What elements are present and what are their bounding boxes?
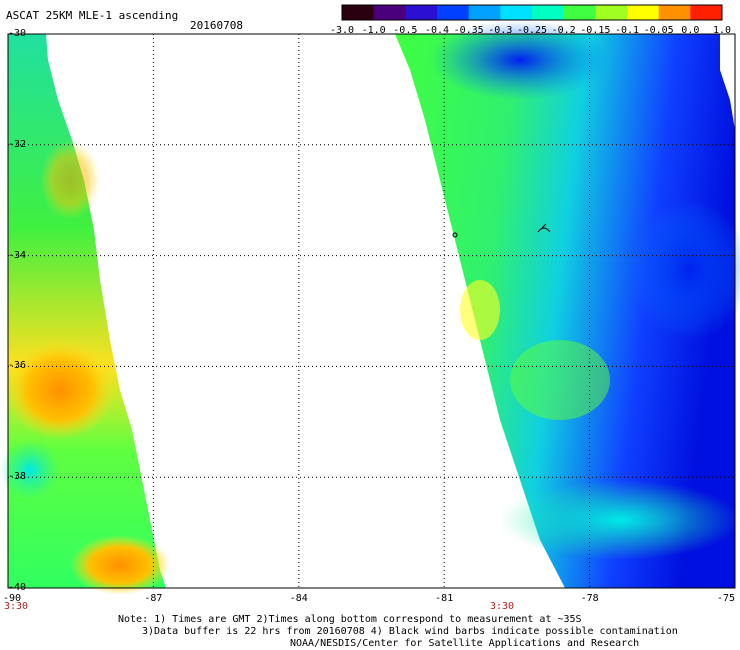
time-right: 3:30 [490,601,515,612]
time-left: 3:30 [4,601,29,612]
latitude-label: -36 [8,360,27,372]
map-title: ASCAT 25KM MLE-1 ascending [6,9,179,22]
colorbar-segment [468,5,501,20]
colorbar-segment [627,5,660,20]
latitude-label: -30 [8,28,27,39]
longitude-label: -84 [289,593,308,604]
wind-barb-marks [452,223,551,238]
latitude-label: -32 [8,138,27,150]
note-line-3: NOAA/NESDIS/Center for Satellite Applica… [290,638,640,649]
colorbar-label: -0.5 [393,25,418,36]
left-swath [0,34,170,595]
colorbar-label: 1.0 [712,25,732,36]
colorbar-label: -0.4 [424,25,450,36]
note-line-2: 3)Data buffer is 22 hrs from 20160708 4)… [142,626,678,637]
map-date: 20160708 [190,19,243,32]
latitude-label: -40 [8,582,27,593]
colorbar-label: -0.35 [453,25,484,36]
latitude-label: -38 [8,471,27,483]
colorbar-segment [595,5,628,20]
colorbar-label: -0.15 [580,25,611,36]
colorbar-segment [532,5,565,20]
right-swath [395,20,740,588]
longitude-label: -75 [716,593,736,604]
colorbar-label: -3.0 [329,25,355,36]
colorbar [341,4,723,21]
longitude-label: -90 [2,593,22,604]
colorbar-label: -0.1 [614,25,640,36]
colorbar-outline [341,4,723,21]
colorbar-segment [342,5,375,20]
colorbar-label: -0.05 [643,25,674,36]
colorbar-label: -1.0 [361,25,386,36]
colorbar-label: -0.3 [488,25,513,36]
colorbar-segment [500,5,533,20]
colorbar-segment [405,5,438,20]
longitude-label: -87 [144,593,163,604]
longitude-label: -81 [435,593,454,604]
colorbar-segment [437,5,470,20]
latitude-label: -34 [8,249,27,261]
note-line-1: Note: 1) Times are GMT 2)Times along bot… [118,614,582,625]
graticule [8,34,735,588]
colorbar-segment [563,5,596,20]
colorbar-label: 0.0 [681,25,700,36]
colorbar-segment [690,5,723,20]
colorbar-segment [658,5,691,20]
colorbar-label: -0.25 [516,25,548,36]
plot-frame [7,33,736,589]
colorbar-label: -0.2 [551,25,576,36]
longitude-label: -78 [580,593,599,604]
colorbar-segment [373,5,406,20]
